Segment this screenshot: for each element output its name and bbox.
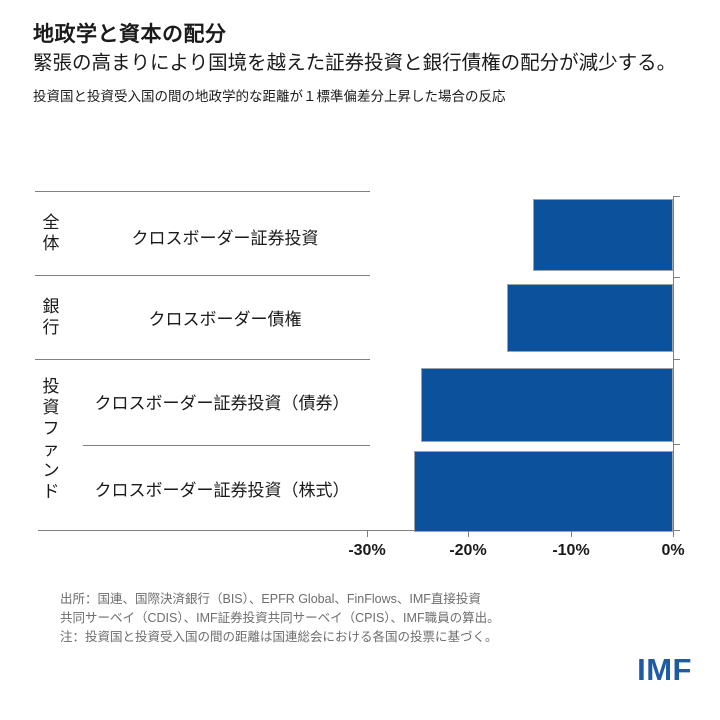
x-tick-label: -20% bbox=[449, 542, 487, 559]
category-label-3: クロスボーダー証券投資（債券） bbox=[94, 394, 350, 413]
zero-axis-line bbox=[673, 196, 674, 530]
x-axis-line bbox=[38, 530, 676, 531]
imf-logo: IMF bbox=[637, 652, 692, 687]
chart-source-note: 出所：国連、国際決済銀行（BIS）、EPFR Global、FinFlows、I… bbox=[60, 590, 660, 647]
chart-header: 地政学と資本の配分 緊張の高まりにより国境を越えた証券投資と銀行債権の配分が減少… bbox=[33, 22, 688, 106]
bar-2 bbox=[507, 284, 673, 352]
y-axis-tick bbox=[674, 277, 680, 278]
category-label-4: クロスボーダー証券投資（株式） bbox=[94, 481, 350, 500]
group-label-3: 投資ファンド bbox=[42, 377, 60, 501]
source-line-3: 注：投資国と投資受入国の間の距離は国連総会における各国の投票に基づく。 bbox=[60, 630, 498, 644]
row-divider bbox=[35, 191, 370, 192]
page-title: 地政学と資本の配分 bbox=[33, 23, 227, 46]
row-divider bbox=[83, 445, 370, 446]
x-tick-label: -10% bbox=[552, 542, 590, 559]
bar-4 bbox=[414, 451, 673, 532]
y-axis-tick bbox=[674, 530, 680, 531]
chart-note: 投資国と投資受入国の間の地政学的な距離が１標準偏差分上昇した場合の反応 bbox=[33, 89, 506, 104]
row-divider bbox=[35, 275, 370, 276]
x-tick-label: -30% bbox=[348, 542, 386, 559]
x-axis-tick bbox=[571, 531, 572, 537]
source-line-1: 出所：国連、国際決済銀行（BIS）、EPFR Global、FinFlows、I… bbox=[60, 592, 481, 606]
y-axis-tick bbox=[674, 196, 680, 197]
x-tick-label: 0% bbox=[661, 542, 685, 559]
bar-3 bbox=[421, 368, 673, 442]
source-line-2: 共同サーベイ（CDIS）、IMF証券投資共同サーベイ（CPIS）、IMF職員の算… bbox=[60, 611, 500, 625]
category-label-2: クロスボーダー債権 bbox=[148, 310, 302, 329]
y-axis-tick bbox=[674, 444, 680, 445]
group-label-1: 全体 bbox=[42, 213, 60, 253]
y-axis-tick bbox=[674, 359, 680, 360]
row-divider bbox=[35, 359, 370, 360]
x-axis-tick bbox=[673, 531, 674, 537]
x-axis-tick bbox=[468, 531, 469, 537]
group-label-2: 銀行 bbox=[42, 297, 60, 337]
bar-1 bbox=[532, 199, 673, 271]
chart-subtitle: 緊張の高まりにより国境を越えた証券投資と銀行債権の配分が減少する。 bbox=[33, 52, 677, 74]
category-label-1: クロスボーダー証券投資 bbox=[131, 229, 319, 248]
x-axis-tick bbox=[367, 531, 368, 537]
